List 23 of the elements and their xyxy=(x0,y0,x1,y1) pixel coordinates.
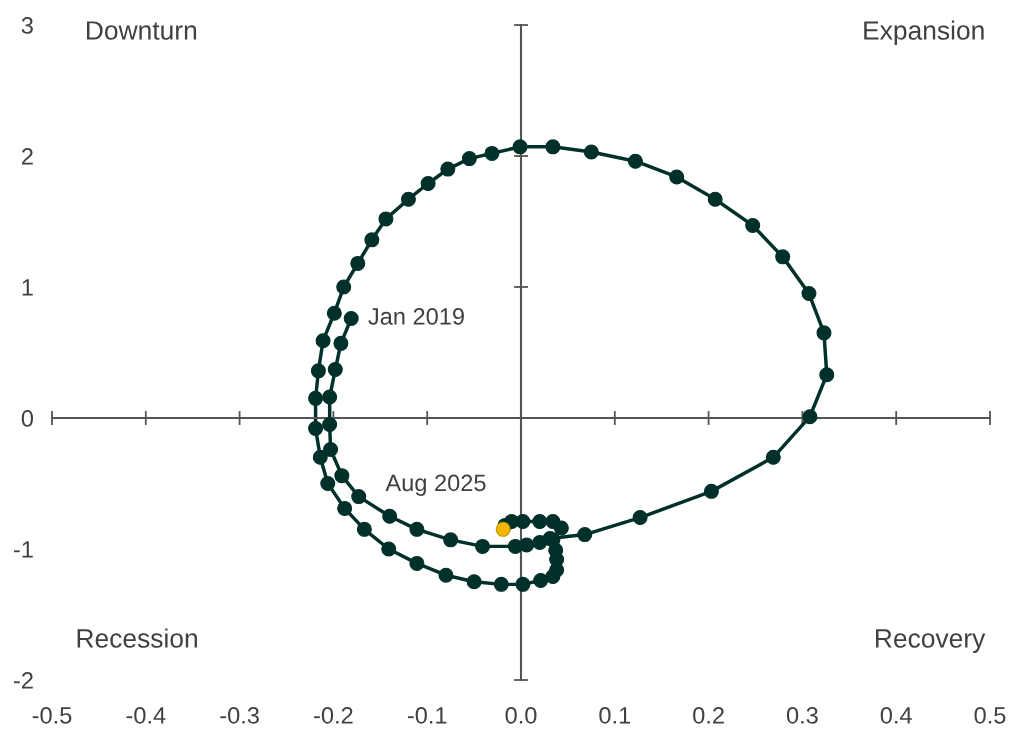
annotation: Recovery xyxy=(876,629,986,653)
x-tick-label: 0.2 xyxy=(693,707,724,724)
x-tick-label: 0.3 xyxy=(786,707,818,724)
y-tick-label: 3 xyxy=(21,17,33,34)
annotation: Jan 2019 xyxy=(368,308,464,325)
annotation: Aug 2025 xyxy=(385,474,486,496)
annotation: Expansion xyxy=(864,20,984,46)
y-tick-label: -2 xyxy=(14,672,33,689)
x-tick-label: 0.4 xyxy=(880,707,912,724)
x-tick-label: 0.0 xyxy=(505,707,537,724)
x-tick-label: 0.1 xyxy=(599,707,631,724)
x-tick-label: -0.5 xyxy=(32,707,72,724)
y-tick-label: 2 xyxy=(22,148,33,165)
x-tick-label: -0.4 xyxy=(126,707,166,724)
y-tick-label: -1 xyxy=(14,541,33,558)
y-tick-label: 0 xyxy=(21,410,34,427)
x-tick-label: -0.3 xyxy=(220,707,259,724)
x-tick-label: -0.1 xyxy=(407,707,447,724)
x-tick-label: -0.2 xyxy=(314,707,353,724)
annotation: Downturn xyxy=(86,21,197,40)
y-tick-label: 1 xyxy=(22,279,33,296)
annotation: Recession xyxy=(77,628,197,648)
x-tick-label: 0.5 xyxy=(974,707,1006,724)
